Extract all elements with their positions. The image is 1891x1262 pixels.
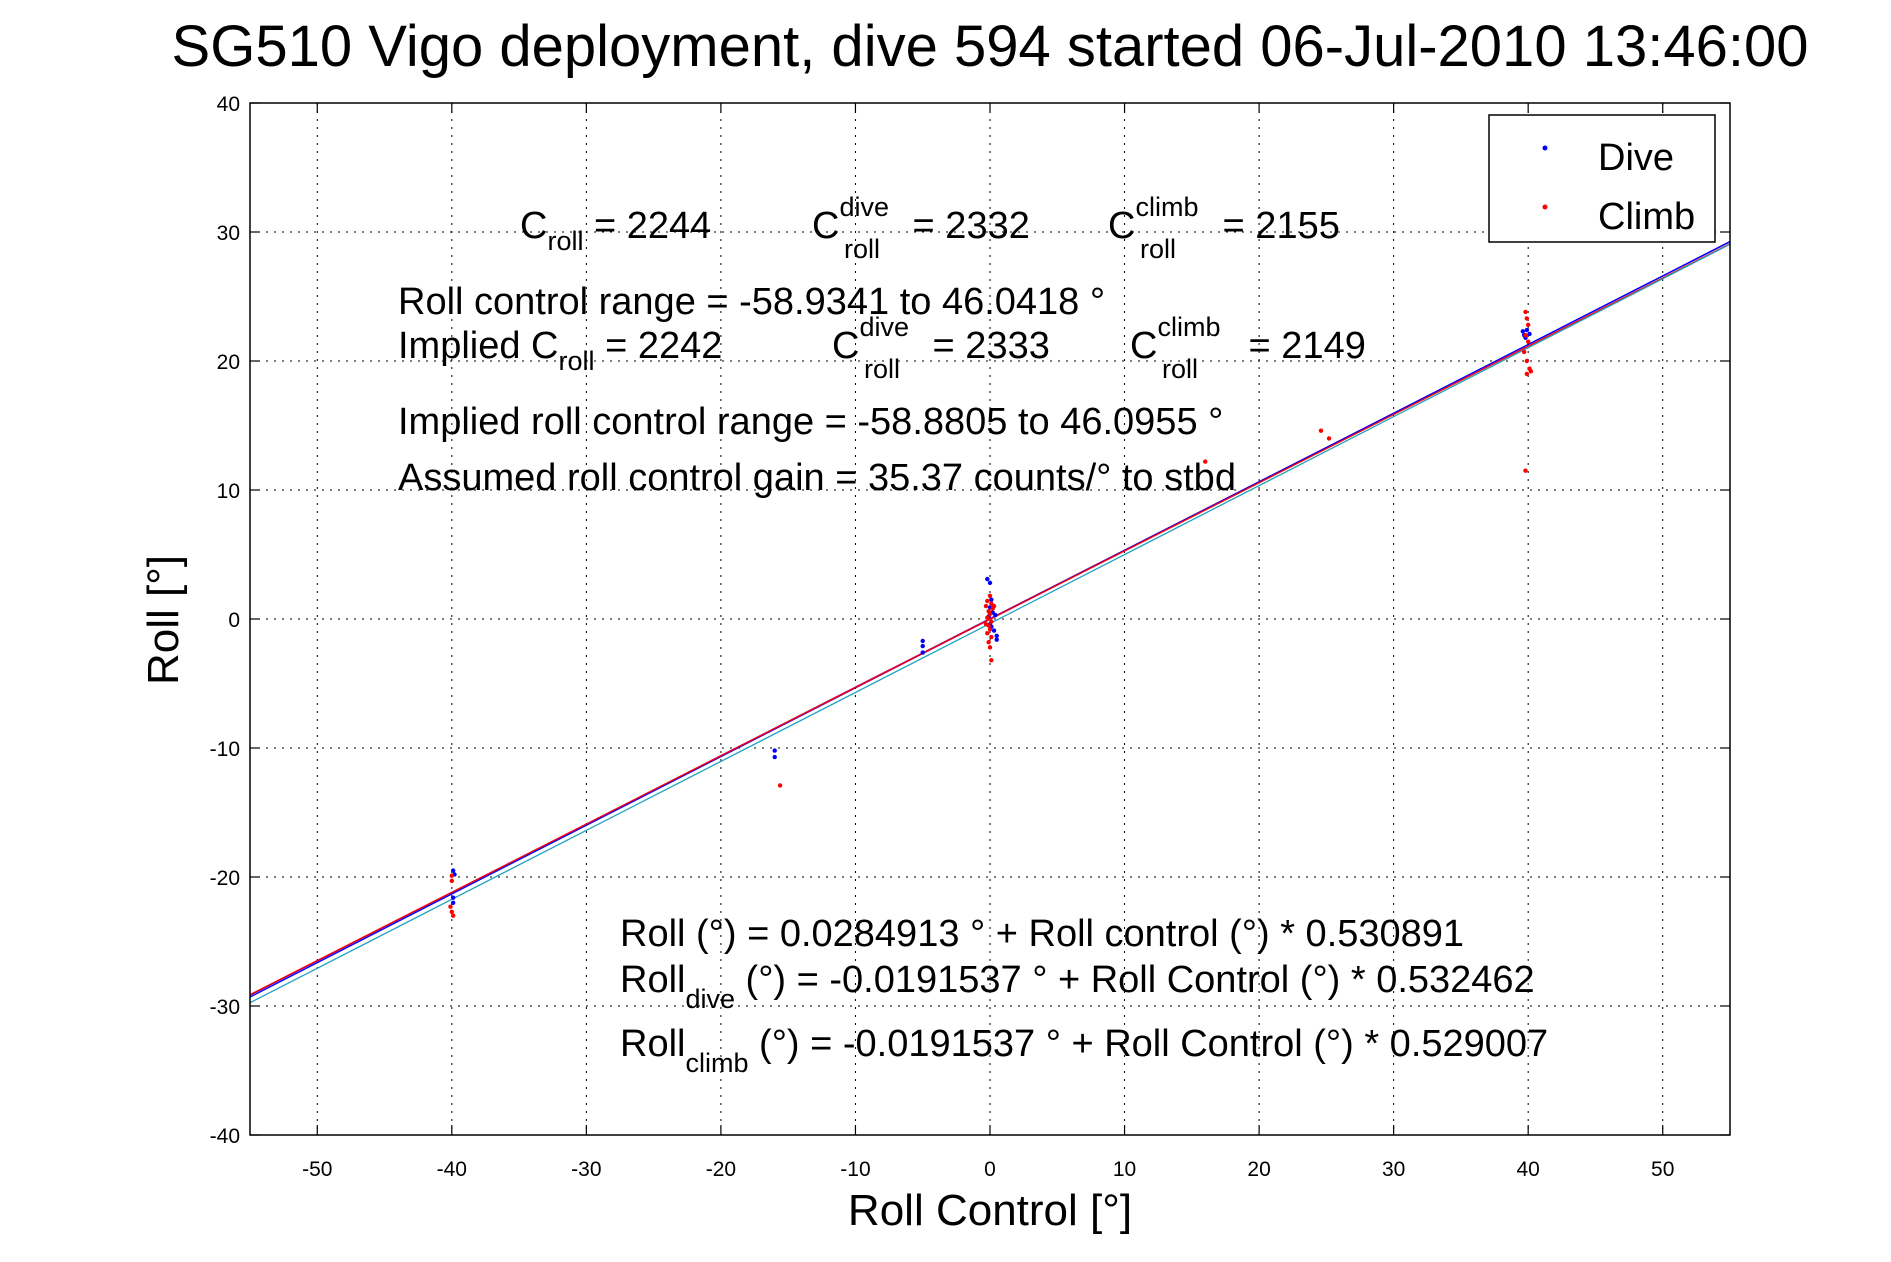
point-climb — [1326, 436, 1332, 441]
point-climb — [983, 621, 989, 627]
x-tick-label: 50 — [1651, 1158, 1674, 1181]
legend-marker-climb — [1542, 204, 1548, 210]
point-climb — [1203, 459, 1208, 464]
point-climb — [987, 593, 993, 598]
x-tick-label: -20 — [706, 1158, 736, 1181]
x-tick-label: -50 — [302, 1158, 332, 1181]
x-tick-label: -40 — [437, 1158, 467, 1181]
point-climb — [983, 603, 989, 609]
point-climb — [1525, 322, 1531, 328]
x-tick-label: 20 — [1247, 1158, 1270, 1181]
point-climb — [448, 904, 453, 909]
point-climb — [1524, 316, 1530, 321]
annotation-roll-control-range: Roll control range = -58.9341 to 46.0418… — [398, 281, 1105, 323]
point-climb — [1528, 369, 1534, 374]
legend-marker-dive — [1542, 145, 1548, 151]
point-dive — [994, 637, 999, 642]
point-dive — [920, 650, 925, 655]
point-climb — [449, 878, 455, 884]
annotation-implied-c-roll: Implied Croll = 2242 — [398, 325, 722, 376]
point-climb — [449, 873, 455, 878]
x-tick-label: 30 — [1382, 1158, 1405, 1181]
point-dive — [991, 628, 997, 633]
point-dive — [772, 748, 777, 753]
point-dive — [772, 754, 777, 760]
x-tick-label: 10 — [1113, 1158, 1136, 1181]
annotation-implied-range: Implied roll control range = -58.8805 to… — [398, 401, 1223, 443]
point-climb — [991, 603, 997, 609]
point-climb — [989, 658, 994, 663]
annotation-c-roll-climb: Cclimb roll = 2155 — [1108, 192, 1340, 264]
x-tick-label: 0 — [984, 1158, 996, 1181]
point-climb — [1525, 339, 1531, 344]
y-tick-label: -20 — [210, 867, 240, 890]
annotation-assumed-gain: Assumed roll control gain = 35.37 counts… — [398, 457, 1236, 499]
point-climb — [1523, 333, 1528, 338]
annotation-c-roll-dive: Cdive roll = 2332 — [812, 192, 1030, 264]
point-dive — [987, 580, 993, 586]
point-dive — [994, 633, 999, 638]
x-tick-label: -30 — [571, 1158, 601, 1181]
legend-box — [1488, 114, 1716, 243]
annotation-c-roll: Croll = 2244 — [520, 205, 711, 256]
point-dive — [1527, 331, 1532, 337]
annotation-fit-eq-dive: Rolldive (°) = -0.0191537 ° + Roll Contr… — [620, 959, 1535, 1014]
point-climb — [450, 913, 456, 918]
y-axis-label: Roll [°] — [139, 555, 188, 685]
point-dive — [450, 900, 456, 905]
point-climb — [987, 645, 993, 650]
point-climb — [777, 783, 783, 788]
point-dive — [985, 576, 990, 582]
x-tick-label: -10 — [840, 1158, 870, 1181]
point-dive — [450, 895, 456, 900]
point-climb — [987, 627, 993, 632]
x-tick-label: 40 — [1517, 1158, 1540, 1181]
point-climb — [986, 640, 991, 645]
point-climb — [449, 909, 455, 915]
point-climb — [985, 630, 990, 636]
legend-label-dive: Dive — [1598, 137, 1674, 179]
point-dive — [1524, 327, 1530, 333]
fit-line — [249, 243, 1731, 996]
point-climb — [1524, 371, 1530, 377]
annotation-fit-eq-all: Roll (°) = 0.0284913 ° + Roll control (°… — [620, 913, 1464, 955]
point-climb — [985, 598, 990, 604]
axis-ticks: -50 -40 -30 -20 -10 0 10 20 30 40 50 -40 -30 -20 -10 0 1… — [210, 93, 1730, 1181]
point-dive — [1520, 329, 1526, 334]
point-climb — [1523, 309, 1528, 315]
point-dive — [450, 868, 456, 873]
annotation-implied-c-roll-climb: Cclimb roll = 2149 — [1130, 312, 1366, 384]
point-climb — [987, 611, 993, 617]
y-tick-label: 20 — [217, 351, 240, 374]
point-climb — [1524, 358, 1530, 364]
point-climb — [985, 615, 990, 620]
point-dive — [920, 643, 925, 649]
data-points — [448, 309, 1534, 918]
point-climb — [989, 619, 994, 624]
y-tick-label: 40 — [217, 93, 240, 116]
annotation-fit-eq-climb: Rollclimb (°) = -0.0191537 ° + Roll Cont… — [620, 1023, 1548, 1078]
x-axis-label: Roll Control [°] — [848, 1186, 1132, 1235]
point-climb — [1521, 349, 1527, 355]
point-climb — [1318, 428, 1324, 433]
legend-label-climb: Climb — [1598, 196, 1695, 238]
y-tick-label: 0 — [228, 609, 240, 632]
point-dive — [989, 597, 994, 602]
legend: Dive Climb — [1488, 114, 1716, 243]
y-tick-label: -40 — [210, 1125, 240, 1148]
y-tick-label: -10 — [210, 738, 240, 761]
annotation-implied-c-roll-dive: Cdive roll = 2333 — [832, 312, 1050, 384]
point-climb — [989, 634, 994, 640]
y-tick-label: 10 — [217, 480, 240, 503]
point-dive — [993, 612, 998, 618]
y-tick-label: -30 — [210, 996, 240, 1019]
point-dive — [920, 638, 925, 644]
chart-title: SG510 Vigo deployment, dive 594 started … — [172, 14, 1809, 79]
grid-lines — [250, 103, 1730, 1135]
y-tick-label: 30 — [217, 222, 240, 245]
point-climb — [1523, 468, 1528, 473]
